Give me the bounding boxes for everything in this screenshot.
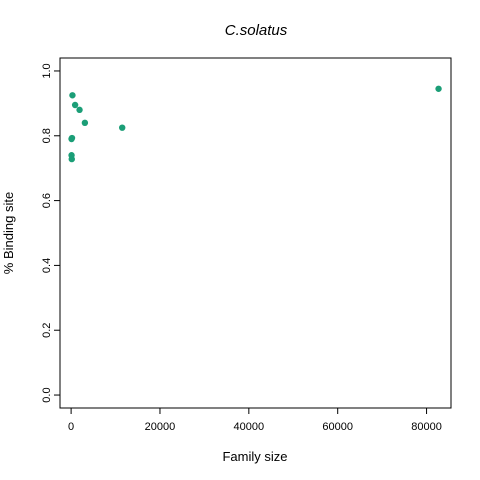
y-tick-label: 0.2 [41,323,53,338]
y-tick-label: 0.6 [41,193,53,208]
y-axis-label: % Binding site [1,192,16,274]
y-tick-label: 1.0 [41,63,53,78]
data-point [435,85,442,92]
y-axis: 0.0 0.2 0.4 0.6 0.8 1.0 [41,63,61,403]
data-point [69,92,76,99]
x-tick-label: 0 [68,421,74,433]
x-tick-label: 80000 [411,421,442,433]
y-tick-label: 0.0 [41,387,53,402]
data-points [68,85,442,163]
y-tick-label: 0.4 [41,258,53,273]
x-axis-label: Family size [222,449,287,464]
data-point [68,135,75,143]
data-point [68,155,75,163]
chart-title: C.solatus [225,22,288,39]
data-point [71,101,79,109]
x-tick-label: 20000 [145,421,176,433]
y-tick-label: 0.8 [41,128,53,143]
x-tick-label: 60000 [322,421,353,433]
plot-frame [59,57,452,409]
data-point [119,124,126,131]
data-point [76,106,83,114]
data-point [81,119,89,127]
x-axis: 0 20000 40000 60000 80000 [68,407,442,433]
x-tick-label: 40000 [234,421,265,433]
